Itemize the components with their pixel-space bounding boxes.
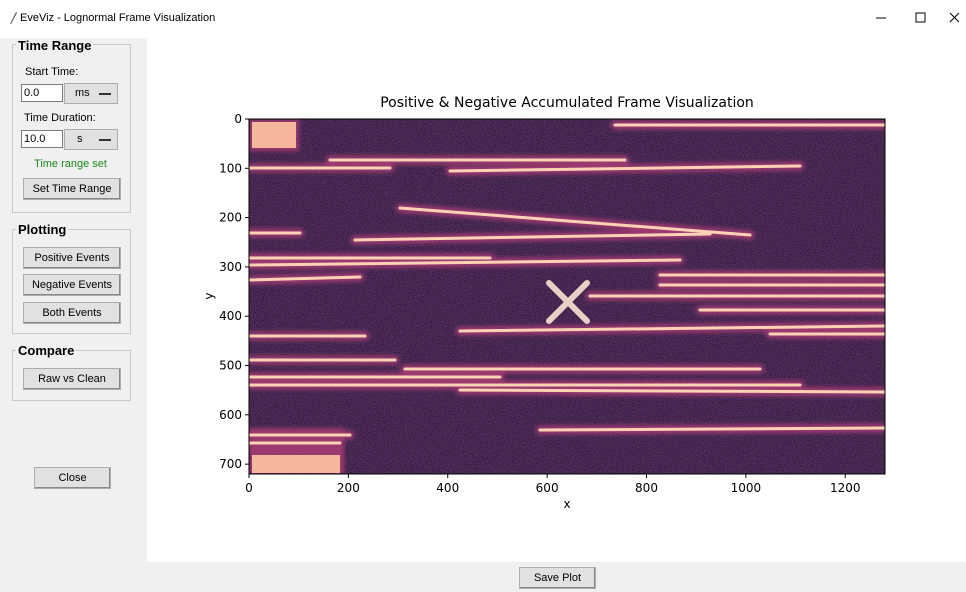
- window-controls[interactable]: [870, 10, 966, 26]
- duration-entry[interactable]: 10.0: [21, 130, 63, 148]
- y-tick-label: 700: [219, 457, 242, 471]
- y-tick-label: 100: [219, 161, 242, 175]
- frame-image: [249, 119, 885, 474]
- x-tick-label: 400: [436, 481, 459, 495]
- y-tick-label: 600: [219, 408, 242, 422]
- title-bar: EveViz - Lognormal Frame Visualization: [0, 0, 966, 38]
- status: Time range set: [12, 158, 129, 170]
- button[interactable]: Set Time Range: [23, 178, 121, 200]
- x-tick-label: 1000: [731, 481, 762, 495]
- y-tick-label: 400: [219, 309, 242, 323]
- button[interactable]: Positive Events: [23, 247, 121, 269]
- y-axis-label: y: [202, 292, 216, 299]
- chart-title: Positive & Negative Accumulated Frame Vi…: [380, 95, 754, 111]
- unit: ms: [75, 84, 90, 103]
- save-button[interactable]: Save Plot: [519, 567, 596, 589]
- duration-unit-menu[interactable]: s: [64, 129, 118, 150]
- unit: s: [77, 130, 83, 149]
- frame-title: Plotting: [16, 222, 68, 237]
- label: Start Time:: [25, 66, 78, 78]
- close-button[interactable]: Close: [34, 467, 111, 489]
- y-tick-label: 200: [219, 211, 242, 225]
- x-axis-label: x: [563, 497, 570, 511]
- x-tick-label: 800: [635, 481, 658, 495]
- frame-title: Compare: [16, 343, 76, 358]
- y-tick-label: 0: [234, 112, 242, 126]
- start-unit-menu[interactable]: ms: [64, 83, 118, 104]
- x-tick-label: 1200: [830, 481, 861, 495]
- x-tick-label: 0: [245, 481, 253, 495]
- x-tick-label: 200: [337, 481, 360, 495]
- y-tick-label: 300: [219, 260, 242, 274]
- app-window: EveViz - Lognormal Frame Visualization T…: [0, 0, 966, 592]
- button[interactable]: Both Events: [23, 302, 121, 324]
- label: Time Duration:: [24, 112, 96, 124]
- button[interactable]: Raw vs Clean: [23, 368, 121, 390]
- frame-title: Time Range: [16, 38, 93, 53]
- window-title: EveViz - Lognormal Frame Visualization: [20, 12, 215, 24]
- x-tick-label: 600: [536, 481, 559, 495]
- start-entry[interactable]: 0.0: [21, 84, 63, 102]
- button[interactable]: Negative Events: [23, 274, 121, 296]
- y-tick-label: 500: [219, 359, 242, 373]
- app-icon: [8, 11, 18, 25]
- plot-canvas: Positive & Negative Accumulated Frame Vi…: [147, 38, 966, 562]
